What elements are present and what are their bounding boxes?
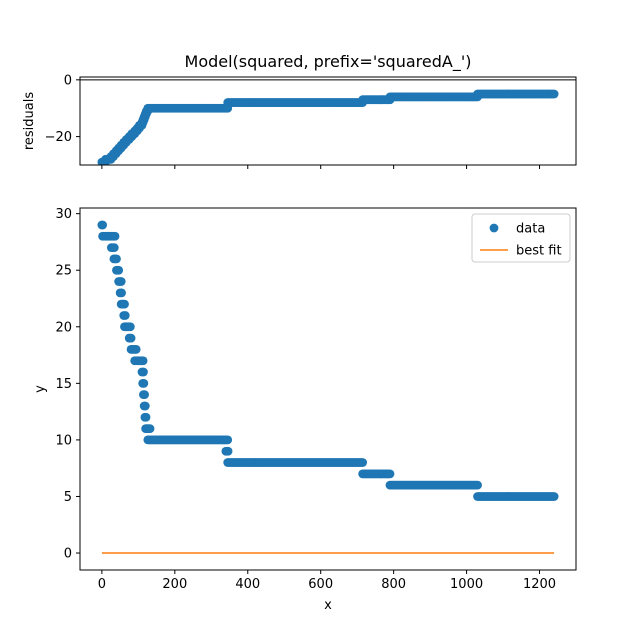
- axes-frame: [79, 207, 577, 571]
- legend-label: data: [516, 222, 545, 237]
- data-point: [140, 401, 150, 411]
- x-tick-label: 800: [381, 577, 406, 592]
- data-point: [223, 446, 233, 456]
- x-tick-label: 1000: [450, 577, 483, 592]
- data-series: [97, 220, 559, 501]
- y-axis-label: y: [33, 385, 48, 393]
- y-tick-label: 15: [55, 377, 72, 392]
- plot-area: [97, 220, 559, 554]
- main-panel: 0 200 400 600 800 1000 1200 0 5 10 15 20 25 30 x y data b…: [33, 207, 577, 613]
- plot-area: [80, 79, 576, 165]
- data-point: [473, 480, 482, 490]
- legend-swatch-data: [489, 223, 499, 233]
- data-point: [139, 367, 148, 377]
- data-point: [358, 458, 368, 467]
- data-point: [138, 356, 148, 366]
- data-point: [120, 311, 130, 320]
- data-point: [98, 220, 108, 230]
- data-point: [114, 265, 124, 275]
- x-tick-label: 200: [162, 577, 187, 592]
- data-point: [549, 89, 559, 99]
- data-point: [126, 333, 136, 343]
- data-point: [117, 288, 126, 298]
- data-point: [110, 231, 120, 241]
- x-tick-label: 600: [308, 577, 333, 592]
- data-point: [223, 435, 233, 445]
- y-tick-label: −20: [45, 130, 72, 145]
- data-point: [139, 378, 149, 388]
- data-point: [112, 254, 121, 264]
- data-point: [145, 424, 155, 433]
- x-axis-label: x: [324, 598, 332, 613]
- y-tick-label: 0: [64, 547, 72, 562]
- y-tick-label: 5: [64, 490, 72, 505]
- data-point: [385, 469, 395, 479]
- chart-title: Model(squared, prefix='squaredA_'): [185, 52, 472, 72]
- x-tick-label: 400: [235, 577, 260, 592]
- data-point: [120, 299, 129, 309]
- residuals-panel: 0 −20 Model(squared, prefix='squaredA_')re…: [22, 52, 577, 169]
- y-tick-label: 10: [55, 433, 72, 448]
- data-series: [97, 89, 559, 165]
- data-point: [549, 492, 559, 501]
- data-point: [116, 277, 126, 286]
- axes-frame: [79, 76, 577, 166]
- x-tick-label: 0: [98, 577, 106, 592]
- x-tick-label: 1200: [523, 577, 556, 592]
- y-axis-label: residuals: [22, 92, 37, 151]
- legend-label: best fit: [516, 244, 562, 259]
- data-point: [131, 345, 141, 354]
- legend: data best fit: [471, 213, 571, 263]
- y-tick-label: 30: [55, 207, 72, 222]
- y-tick-label: 20: [55, 320, 72, 335]
- data-point: [140, 390, 149, 400]
- y-tick-label: 0: [64, 73, 72, 88]
- data-point: [125, 322, 135, 332]
- y-tick-label: 25: [55, 264, 72, 279]
- data-point: [141, 412, 151, 422]
- data-point: [109, 243, 119, 252]
